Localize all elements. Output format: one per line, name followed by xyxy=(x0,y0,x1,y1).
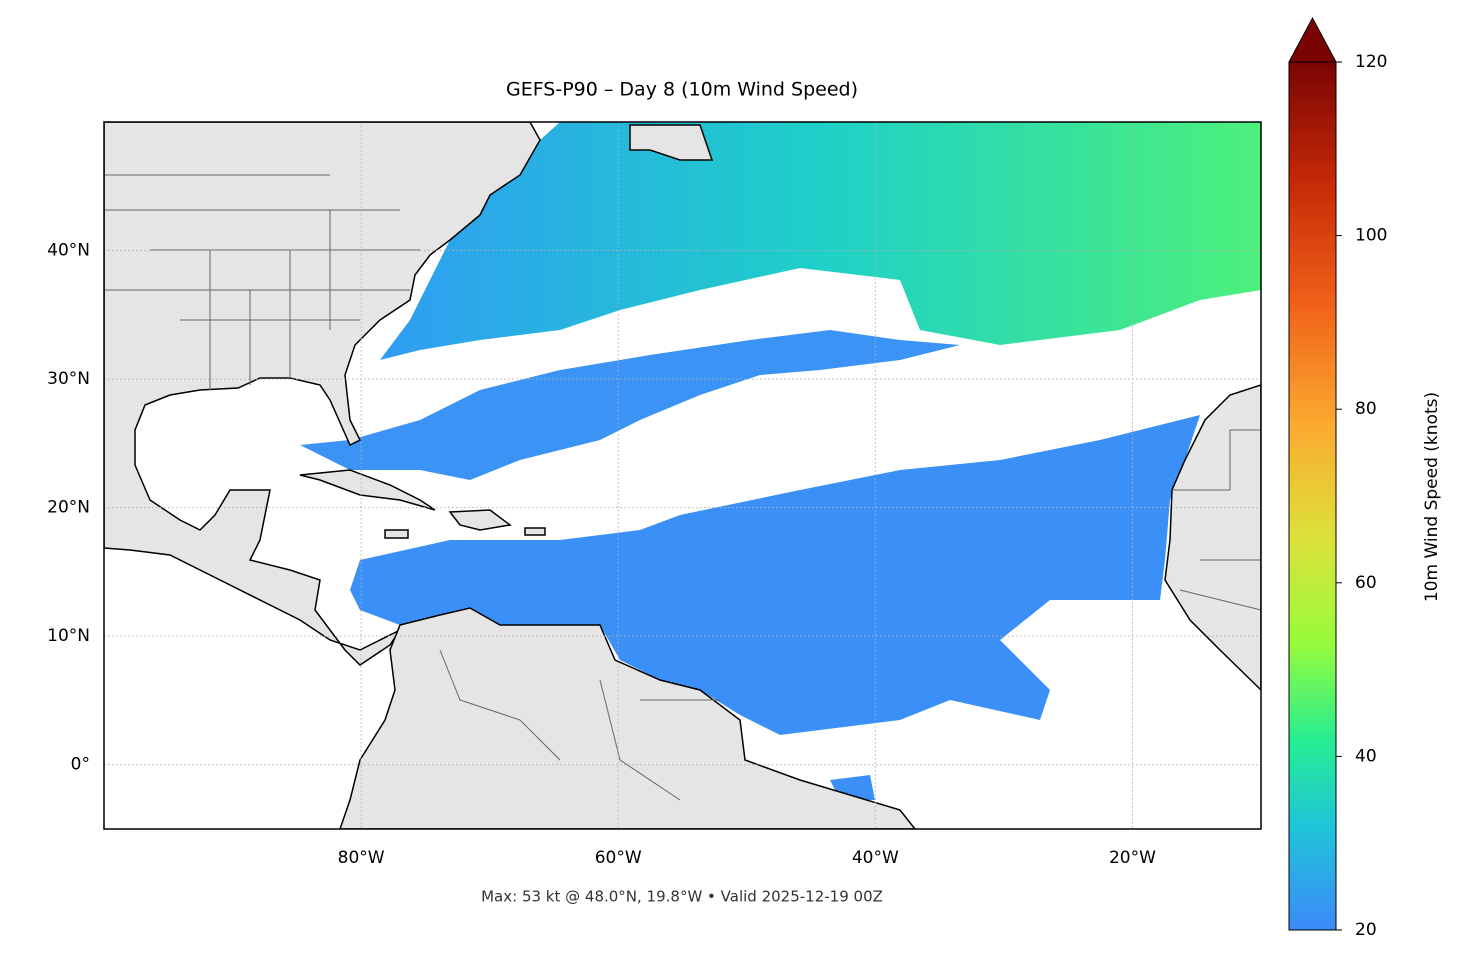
colorbar-tick-label: 20 xyxy=(1355,920,1377,940)
colorbar xyxy=(1288,61,1337,931)
colorbar-tick-label: 40 xyxy=(1355,746,1377,766)
land xyxy=(339,607,916,829)
land xyxy=(104,122,541,666)
colorbar-extension xyxy=(1288,16,1337,63)
map-frame xyxy=(103,121,1262,830)
y-tick-label: 30°N xyxy=(47,369,90,389)
colorbar-tick-label: 100 xyxy=(1355,226,1387,246)
gridlines xyxy=(104,122,1261,829)
title: GEFS-P90 – Day 8 (10m Wind Speed) xyxy=(506,79,858,101)
colorbar-tick-label: 60 xyxy=(1355,573,1377,593)
y-tick-label: 0° xyxy=(71,755,90,775)
x-tick-label: 60°W xyxy=(595,848,642,868)
colorbar-tick-label: 80 xyxy=(1355,399,1377,419)
colorbar-label: 10m Wind Speed (knots) xyxy=(1422,392,1442,602)
y-tick-label: 40°N xyxy=(47,241,90,261)
wind-field xyxy=(380,122,1261,360)
x-tick-label: 80°W xyxy=(338,848,385,868)
wind-field xyxy=(350,415,1200,735)
land xyxy=(524,527,546,536)
land xyxy=(384,529,409,539)
borders xyxy=(104,174,1261,801)
footer: Max: 53 kt @ 48.0°N, 19.8°W • Valid 2025… xyxy=(481,888,883,906)
y-tick-label: 10°N xyxy=(47,626,90,646)
map xyxy=(104,122,1261,829)
land xyxy=(299,469,436,511)
wind-field xyxy=(300,330,960,480)
x-tick-label: 40°W xyxy=(852,848,899,868)
x-tick-label: 20°W xyxy=(1109,848,1156,868)
land xyxy=(448,509,512,531)
colorbar-tick-label: 120 xyxy=(1355,52,1387,72)
y-tick-label: 20°N xyxy=(47,498,90,518)
land xyxy=(629,124,714,161)
land xyxy=(1164,384,1261,692)
